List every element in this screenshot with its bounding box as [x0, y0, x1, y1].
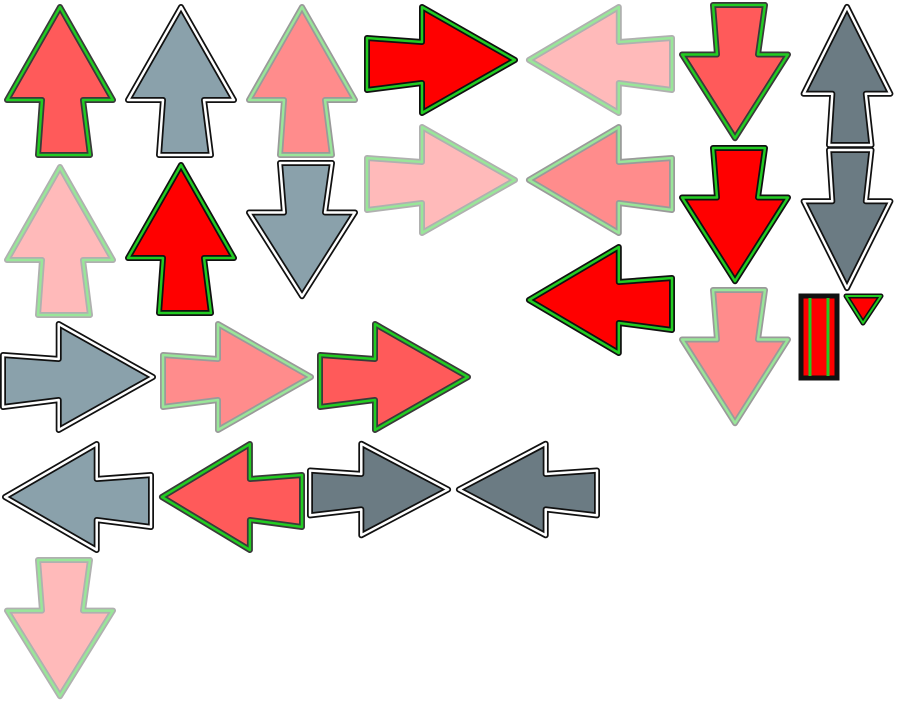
- arrow-down-red-icon: [679, 145, 791, 285]
- arrow-down-faint-icon: [4, 557, 116, 700]
- arrow-left-slate-dark-icon: [455, 440, 600, 539]
- arrow-down-pink-icon: [679, 287, 791, 427]
- arrow-up-red-icon: [125, 162, 237, 316]
- arrow-right-slate-dark-icon: [307, 440, 452, 539]
- arrow-tip-fragment-icon: [843, 293, 884, 326]
- arrow-up-coral-icon: [4, 4, 116, 158]
- arrow-up-slate-icon: [125, 4, 237, 158]
- arrow-left-coral-icon: [158, 441, 305, 553]
- arrow-left-red-icon: [525, 244, 675, 356]
- arrow-up-faint-icon: [4, 164, 116, 318]
- arrow-down-slate-dark-icon: [800, 147, 894, 292]
- arrow-left-slate-icon: [2, 441, 154, 553]
- arrow-up-pink-icon: [246, 4, 358, 158]
- arrow-right-faint-icon: [364, 124, 518, 236]
- arrow-down-coral-icon: [679, 2, 791, 142]
- arrow-down-slate-icon: [246, 160, 358, 300]
- arrow-left-pink-icon: [525, 124, 675, 236]
- arrow-stem-fragment-icon: [798, 293, 840, 381]
- arrow-right-coral-icon: [317, 321, 471, 433]
- arrow-right-red-icon: [364, 4, 518, 116]
- arrow-left-faint-icon: [525, 4, 675, 116]
- arrow-right-pink-icon: [160, 321, 314, 433]
- arrow-right-slate-icon: [0, 321, 156, 433]
- arrow-up-slate-dark-icon: [800, 3, 894, 148]
